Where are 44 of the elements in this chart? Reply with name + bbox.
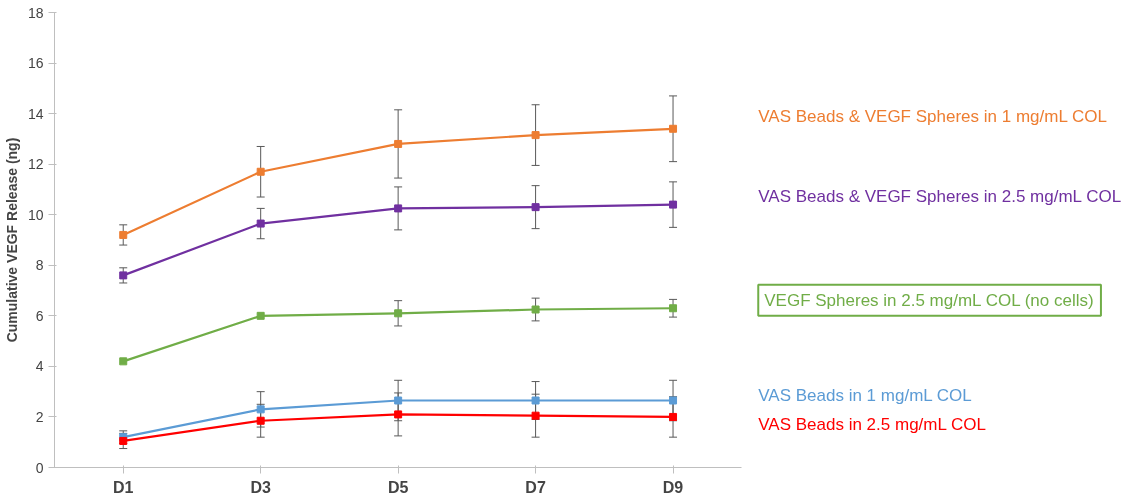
point	[119, 230, 128, 239]
point	[669, 304, 678, 313]
point	[669, 396, 678, 405]
y-tick-label: 18	[27, 4, 44, 21]
y-tick-label: 0	[35, 459, 44, 476]
point	[256, 416, 265, 425]
y-tick-label: 4	[35, 358, 44, 375]
point	[394, 139, 403, 148]
y-axis-title: Cumulative VEGF Release (ng)	[3, 137, 20, 343]
point	[256, 167, 265, 176]
point	[119, 271, 128, 280]
x-tick-label: D7	[525, 478, 546, 496]
point	[256, 311, 265, 320]
point	[531, 396, 540, 405]
point	[531, 411, 540, 420]
point	[394, 204, 403, 213]
text: VAS Beads & VEGF Spheres in 2.5 mg/mL COL	[758, 187, 1122, 207]
point	[256, 405, 265, 414]
x-tick-label: D9	[662, 478, 684, 496]
y-tick-label: 8	[35, 257, 44, 274]
point	[394, 410, 403, 419]
point	[394, 396, 403, 405]
y-tick-label: 2	[35, 408, 44, 425]
point	[256, 219, 265, 228]
point	[119, 357, 128, 366]
y-tick-label: 12	[27, 156, 44, 173]
point	[669, 412, 678, 421]
x-tick-label: D5	[387, 478, 409, 496]
text: VAS Beads in 2.5 mg/mL COL	[758, 415, 986, 435]
text: VAS Beads in 1 mg/mL COL	[758, 386, 972, 406]
point	[531, 131, 540, 140]
y-tick-label: 10	[27, 206, 44, 223]
text: VAS Beads & VEGF Spheres in 1 mg/mL COL	[758, 107, 1107, 127]
point	[531, 305, 540, 314]
point	[669, 124, 678, 133]
point	[669, 200, 678, 209]
text: VEGF Spheres in 2.5 mg/mL COL (no cells)	[764, 290, 1094, 310]
point	[394, 309, 403, 318]
x-tick-label: D3	[250, 478, 272, 496]
y-tick-label: 6	[35, 307, 44, 324]
y-tick-label: 16	[27, 55, 44, 72]
point	[531, 203, 540, 212]
y-tick-label: 14	[27, 105, 44, 122]
x-tick-label: D1	[113, 478, 134, 496]
